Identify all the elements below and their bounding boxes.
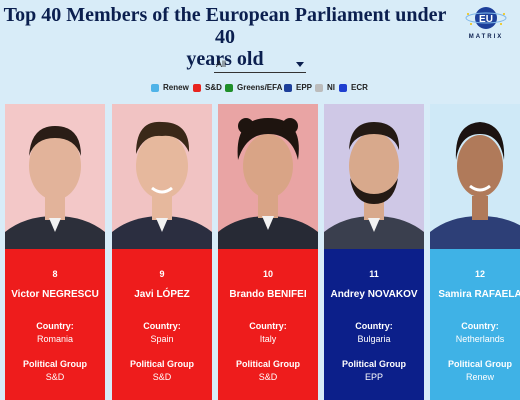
member-group: S&D — [45, 372, 65, 382]
member-country: Bulgaria — [357, 334, 391, 344]
group-label: Political Group — [341, 359, 406, 369]
member-name: Andrey NOVAKOV — [330, 289, 418, 300]
members-cards: 8 Victor NEGRESCU Country: Romania Polit… — [0, 104, 520, 400]
page-title-line2: years old — [186, 48, 264, 70]
legend-item[interactable]: Renew — [151, 83, 189, 92]
member-country: Italy — [259, 334, 277, 344]
page-title-line1: Top 40 Members of the European Parliamen… — [3, 4, 447, 48]
member-name: Samira RAFAELA — [438, 289, 520, 300]
legend-swatch — [315, 83, 323, 92]
legend-label: EPP — [296, 83, 313, 92]
member-photo — [112, 104, 212, 249]
legend-item[interactable]: Greens/EFA — [225, 83, 282, 92]
member-country: Netherlands — [455, 334, 505, 344]
legend-label: ECR — [351, 83, 368, 92]
legend-label: S&D — [205, 83, 222, 92]
logo-badge: EU — [479, 14, 493, 25]
group-label: Political Group — [235, 359, 300, 369]
member-photo — [430, 104, 520, 249]
legend-swatch — [193, 83, 201, 92]
country-label: Country: — [143, 321, 181, 331]
legend-item[interactable]: EPP — [284, 83, 312, 92]
member-portrait — [112, 104, 212, 249]
member-country: Spain — [150, 334, 174, 344]
member-info: 8 Victor NEGRESCU Country: Romania Polit… — [5, 249, 105, 400]
legend-item[interactable]: S&D — [193, 83, 222, 92]
member-name: Brando BENIFEI — [229, 289, 307, 300]
legend-item[interactable]: ECR — [339, 83, 368, 92]
eu-globe-icon: EU — [465, 7, 507, 29]
group-label: Political Group — [22, 359, 87, 369]
member-info: 12 Samira RAFAELA Country: Netherlands P… — [430, 249, 520, 400]
country-label: Country: — [249, 321, 287, 331]
member-card[interactable]: 9 Javi LÓPEZ Country: Spain Political Gr… — [112, 104, 212, 400]
member-card[interactable]: 12 Samira RAFAELA Country: Netherlands P… — [430, 104, 520, 400]
member-rank: 10 — [262, 269, 273, 279]
member-rank: 12 — [474, 269, 485, 279]
legend-label: NI — [327, 83, 335, 92]
page-title: Top 40 Members of the European Parliamen… — [0, 4, 450, 70]
member-group: S&D — [152, 372, 172, 382]
legend-swatch — [225, 83, 233, 92]
member-portrait — [430, 104, 520, 249]
member-group: S&D — [258, 372, 278, 382]
member-rank: 11 — [369, 269, 379, 279]
legend-swatch — [284, 83, 292, 92]
legend-label: Renew — [163, 83, 189, 92]
legend-item[interactable]: NI — [315, 83, 335, 92]
country-label: Country: — [355, 321, 393, 331]
country-label: Country: — [36, 321, 74, 331]
member-info: 9 Javi LÓPEZ Country: Spain Political Gr… — [112, 249, 212, 400]
member-rank: 9 — [159, 269, 165, 279]
member-name: Javi LÓPEZ — [134, 289, 190, 300]
group-filter-select[interactable]: All — [214, 56, 306, 73]
member-photo — [218, 104, 318, 249]
chevron-down-icon — [296, 62, 304, 67]
legend-label: Greens/EFA — [237, 83, 283, 92]
member-portrait — [324, 104, 424, 249]
eu-matrix-logo[interactable]: EU MATRIX — [456, 4, 516, 44]
member-photo — [5, 104, 105, 249]
member-group: Renew — [465, 372, 494, 382]
group-label: Political Group — [447, 359, 512, 369]
legend: Renew S&D Greens/EFA EPP NI ECR — [0, 83, 520, 95]
member-portrait — [218, 104, 318, 249]
legend-swatch — [339, 83, 347, 92]
logo-text: MATRIX — [468, 34, 504, 40]
member-portrait — [5, 104, 105, 249]
member-group: EPP — [364, 372, 383, 382]
member-country: Romania — [36, 334, 74, 344]
member-name: Victor NEGRESCU — [11, 289, 99, 300]
member-card[interactable]: 11 Andrey NOVAKOV Country: Bulgaria Poli… — [324, 104, 424, 400]
member-rank: 8 — [52, 269, 58, 279]
legend-swatch — [151, 83, 159, 92]
country-label: Country: — [461, 321, 499, 331]
member-photo — [324, 104, 424, 249]
group-label: Political Group — [129, 359, 194, 369]
member-info: 10 Brando BENIFEI Country: Italy Politic… — [218, 249, 318, 400]
member-card[interactable]: 8 Victor NEGRESCU Country: Romania Polit… — [5, 104, 105, 400]
member-card[interactable]: 10 Brando BENIFEI Country: Italy Politic… — [218, 104, 318, 400]
member-info: 11 Andrey NOVAKOV Country: Bulgaria Poli… — [324, 249, 424, 400]
group-filter-value: All — [216, 59, 227, 69]
